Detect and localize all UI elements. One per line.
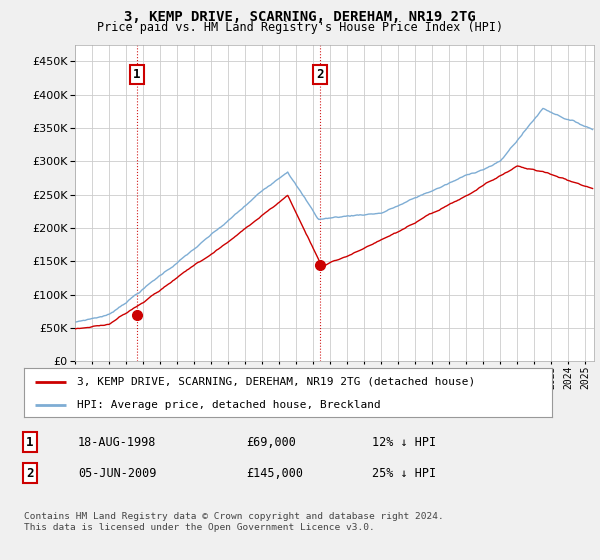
Text: £145,000: £145,000 — [246, 466, 303, 480]
Text: £69,000: £69,000 — [246, 436, 296, 449]
Text: 3, KEMP DRIVE, SCARNING, DEREHAM, NR19 2TG (detached house): 3, KEMP DRIVE, SCARNING, DEREHAM, NR19 2… — [77, 377, 475, 387]
Text: 2: 2 — [317, 68, 324, 81]
Text: HPI: Average price, detached house, Breckland: HPI: Average price, detached house, Brec… — [77, 400, 380, 410]
Text: 12% ↓ HPI: 12% ↓ HPI — [372, 436, 436, 449]
Text: 2: 2 — [26, 466, 34, 480]
Text: 1: 1 — [26, 436, 34, 449]
Text: Price paid vs. HM Land Registry's House Price Index (HPI): Price paid vs. HM Land Registry's House … — [97, 21, 503, 34]
Text: 25% ↓ HPI: 25% ↓ HPI — [372, 466, 436, 480]
Text: 05-JUN-2009: 05-JUN-2009 — [78, 466, 157, 480]
Text: 18-AUG-1998: 18-AUG-1998 — [78, 436, 157, 449]
Text: 1: 1 — [133, 68, 140, 81]
Text: 3, KEMP DRIVE, SCARNING, DEREHAM, NR19 2TG: 3, KEMP DRIVE, SCARNING, DEREHAM, NR19 2… — [124, 10, 476, 24]
Text: Contains HM Land Registry data © Crown copyright and database right 2024.
This d: Contains HM Land Registry data © Crown c… — [24, 512, 444, 532]
